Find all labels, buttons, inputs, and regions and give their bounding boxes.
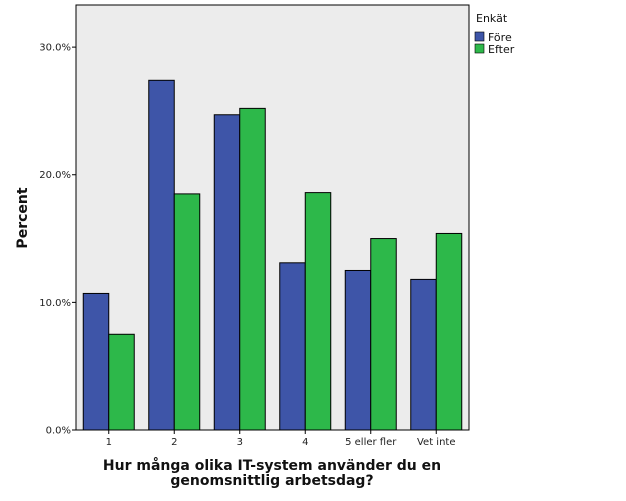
bar-fore-2: [213, 114, 241, 431]
bar-efter-3: [304, 192, 332, 431]
x-tick-label: 4: [302, 437, 308, 448]
x-tick-label: 1: [106, 437, 112, 448]
bar-fore-1: [148, 79, 175, 431]
legend-swatch-fore: [474, 31, 485, 42]
legend-title: Enkät: [476, 12, 508, 25]
x-axis-title-line-1: Hur många olika IT-system använder du en: [103, 457, 441, 474]
bar-fore-3: [279, 262, 306, 431]
bar-fore-5: [410, 278, 437, 431]
y-tick-label: 10.0%: [39, 298, 71, 309]
bar-efter-4: [370, 238, 397, 431]
x-tick-label: 2: [171, 437, 177, 448]
plot-area: [75, 4, 470, 431]
x-tick-label: 3: [237, 437, 243, 448]
x-tick-label: Vet inte: [417, 437, 456, 448]
y-tick-label: 20.0%: [39, 170, 71, 181]
legend: Enkät Före Efter: [474, 12, 515, 56]
x-axis: 1 2 3 4 5 eller fler Vet inte: [106, 430, 456, 448]
bar-fore-4: [344, 269, 372, 431]
y-tick-label: 0.0%: [46, 426, 71, 437]
legend-label-fore: Före: [488, 31, 512, 44]
y-tick-label: 30.0%: [39, 43, 71, 54]
bars-group: [82, 79, 463, 431]
bar-fore-0: [82, 292, 110, 431]
bar-efter-2: [239, 107, 266, 431]
bar-efter-1: [173, 193, 201, 431]
legend-swatch-efter: [474, 43, 485, 54]
x-tick-label: 5 eller fler: [345, 437, 397, 448]
x-axis-title-line-2: genomsnittlig arbetsdag?: [170, 473, 373, 489]
legend-label-efter: Efter: [488, 43, 515, 56]
y-axis-title: Percent: [15, 187, 31, 248]
bar-efter-5: [435, 232, 463, 431]
y-axis: 0.0% 10.0% 20.0% 30.0%: [39, 43, 76, 437]
bar-efter-0: [108, 333, 135, 431]
